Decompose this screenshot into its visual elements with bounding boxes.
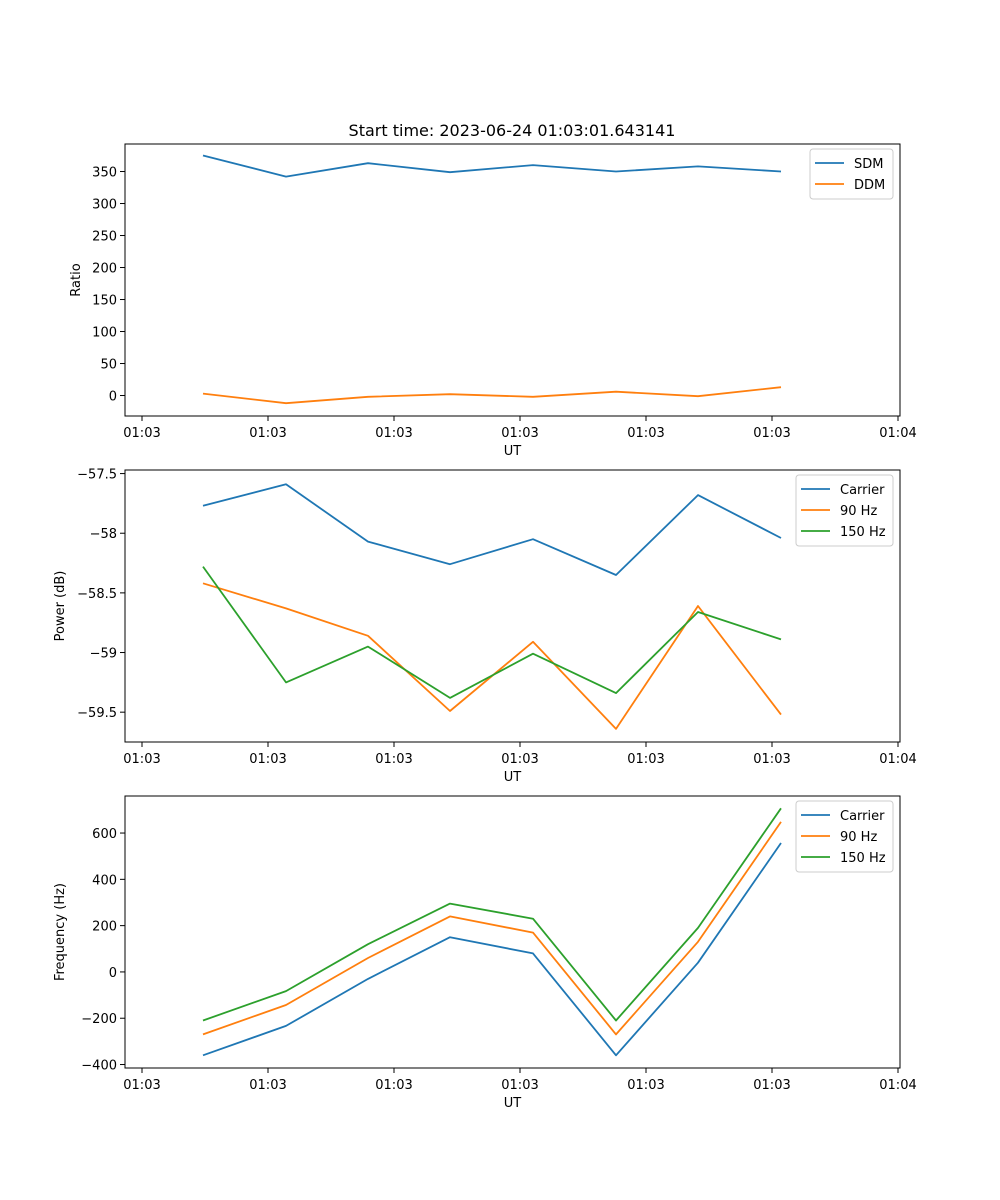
legend-label: 150 Hz [840,851,886,866]
x-tick-label: 01:03 [627,752,664,767]
panels: 01:03 01:03 01:03 01:03 01:03 01:03 01:04 0 50 10… [53,143,917,1111]
x-tick-label: 01:04 [879,1078,916,1093]
legend: Carrier 90 Hz 150 Hz [795,800,894,873]
chart-panel-3: 01:03 01:03 01:03 01:03 01:03 01:03 01:04 −400 −… [53,795,917,1111]
series-line-carrier [202,483,782,576]
series-line-sdm [202,154,782,178]
figure-title: Start time: 2023-06-24 01:03:01.643141 [349,121,676,140]
series-line-90-hz [202,821,782,1036]
legend-label: 150 Hz [840,525,886,540]
x-tick-label: 01:04 [879,426,916,441]
axes-frame [124,795,901,1069]
x-tick-label: 01:03 [249,426,286,441]
legend: Carrier 90 Hz 150 Hz [795,474,894,547]
legend-box [809,148,894,200]
y-tick-label: 150 [92,294,117,309]
y-tick-label: 300 [92,198,117,213]
x-tick-label: 01:03 [123,1078,160,1093]
y-tick-label: 350 [92,166,117,181]
legend-label: DDM [854,178,885,193]
x-tick-label: 01:03 [375,426,412,441]
legend: SDM DDM [809,148,894,200]
x-tick-label: 01:03 [501,426,538,441]
axes-frame [124,143,901,417]
series-line-ddm [202,386,782,405]
x-axis-label: UT [504,770,522,785]
x-tick-label: 01:03 [375,1078,412,1093]
x-axis-label: UT [504,444,522,459]
y-tick-label: 600 [92,827,117,842]
series-line-carrier [202,842,782,1057]
x-tick-label: 01:03 [753,752,790,767]
chart-panel-1: 01:03 01:03 01:03 01:03 01:03 01:03 01:04 0 50 10… [69,143,917,459]
y-axis-label: Frequency (Hz) [53,883,68,981]
y-tick-label: 200 [92,920,117,935]
y-tick-label: 250 [92,230,117,245]
x-tick-label: 01:03 [501,752,538,767]
x-tick-label: 01:03 [627,426,664,441]
legend-label: SDM [854,157,883,172]
legend-label: 90 Hz [840,504,877,519]
chart-panel-2: 01:03 01:03 01:03 01:03 01:03 01:03 01:04 −57.5… [53,468,917,785]
legend-box [795,474,894,547]
y-tick-label: 50 [100,358,117,373]
y-tick-label: −59.5 [77,706,117,721]
y-tick-label: 100 [92,326,117,341]
legend-box [795,800,894,873]
x-tick-label: 01:03 [123,752,160,767]
legend-label: Carrier [840,809,885,824]
y-tick-label: −58.5 [77,587,117,602]
x-tick-label: 01:03 [753,1078,790,1093]
y-tick-label: −200 [81,1012,117,1027]
x-tick-label: 01:04 [879,752,916,767]
series-line-90-hz [202,582,782,730]
x-tick-label: 01:03 [249,1078,286,1093]
y-axis-label: Power (dB) [53,571,68,642]
x-tick-label: 01:03 [501,1078,538,1093]
legend-label: 90 Hz [840,830,877,845]
y-tick-label: 0 [109,966,117,981]
y-tick-label: −58 [90,527,117,542]
y-tick-label: −59 [90,647,117,662]
y-axis-label: Ratio [69,263,84,296]
y-tick-label: 200 [92,262,117,277]
x-tick-label: 01:03 [123,426,160,441]
y-tick-label: 0 [109,390,117,405]
y-tick-label: 400 [92,873,117,888]
series-line-150-hz [202,807,782,1022]
axes-frame [124,469,901,743]
legend-label: Carrier [840,483,885,498]
y-tick-label: −57.5 [77,468,117,483]
x-tick-label: 01:03 [627,1078,664,1093]
x-axis-label: UT [504,1096,522,1111]
x-tick-label: 01:03 [753,426,790,441]
x-tick-label: 01:03 [249,752,286,767]
x-tick-label: 01:03 [375,752,412,767]
series-line-150-hz [202,566,782,699]
y-tick-label: −400 [81,1059,117,1074]
